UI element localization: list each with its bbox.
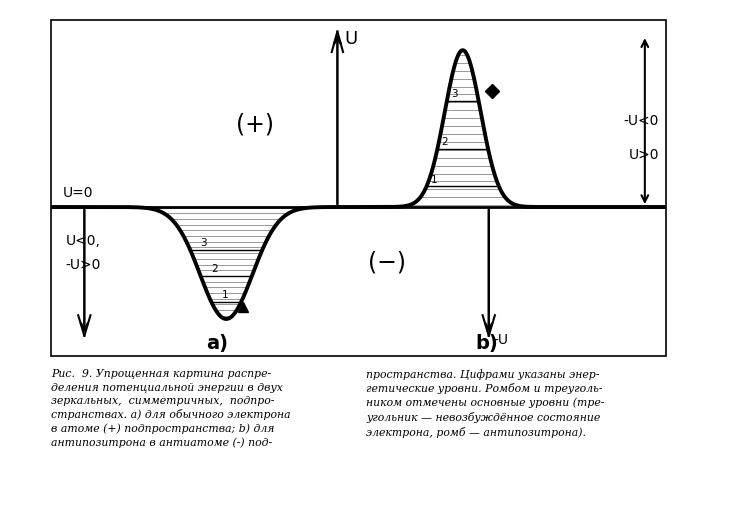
Text: -U: -U	[493, 333, 509, 347]
Text: U>0: U>0	[629, 148, 659, 162]
Text: 2: 2	[441, 137, 448, 147]
Text: U<0,: U<0,	[65, 234, 100, 247]
Text: Рис.  9. Упрощенная картина распре-
деления потенциальной энергии в двух
зеркаль: Рис. 9. Упрощенная картина распре- делен…	[51, 369, 291, 448]
Text: U: U	[345, 30, 358, 48]
Text: 1: 1	[222, 290, 228, 300]
Text: 3: 3	[451, 89, 458, 99]
Text: (−): (−)	[368, 251, 406, 275]
Text: 1: 1	[430, 175, 437, 185]
Text: пространства. Цифрами указаны энер-
гетические уровни. Ромбом и треуголь-
ником : пространства. Цифрами указаны энер- гети…	[366, 369, 605, 438]
Text: U=0: U=0	[63, 186, 94, 200]
Text: b): b)	[475, 333, 498, 353]
Text: 3: 3	[201, 238, 207, 248]
Text: 2: 2	[211, 264, 217, 274]
Text: -U>0: -U>0	[65, 258, 101, 272]
Text: (+): (+)	[236, 113, 274, 137]
Text: a): a)	[206, 333, 228, 353]
Text: -U<0: -U<0	[624, 114, 659, 128]
